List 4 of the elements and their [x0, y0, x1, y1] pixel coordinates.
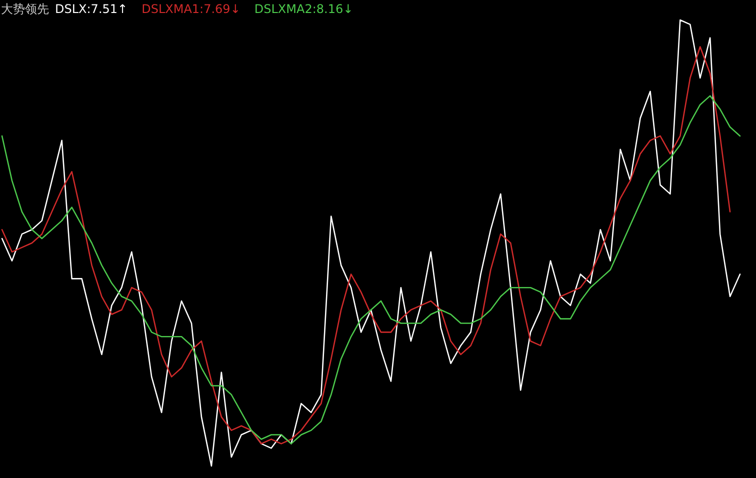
- text: DSLXMA1:7.69↓: [142, 2, 240, 16]
- text: DSLXMA2:8.16↓: [254, 2, 354, 16]
- chart-title: 大势领先: [1, 2, 49, 16]
- text: DSLX:7.51↑: [55, 2, 128, 16]
